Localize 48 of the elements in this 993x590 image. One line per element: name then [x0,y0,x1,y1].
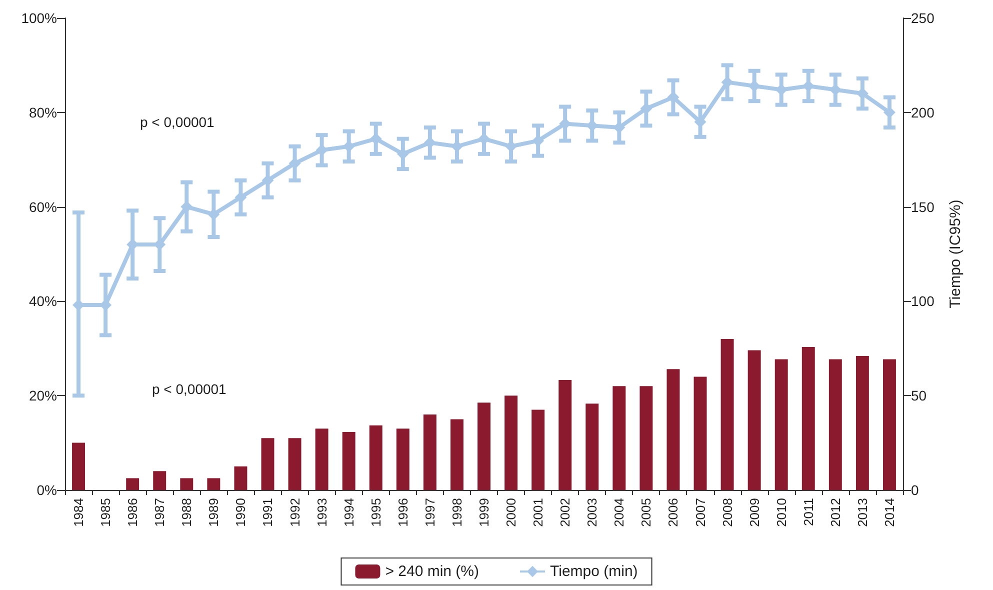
x-tick-label: 2000 [504,498,519,527]
y-tick-label: 0% [36,482,57,498]
y-tick-label: 80% [28,104,57,120]
x-tick-label: 1989 [206,498,222,527]
y2-axis-title: Tiempo (IC95%) [947,200,964,308]
y2-tick-label: 0 [911,482,919,498]
y2-tick-label: 250 [911,10,935,26]
x-tick-label: 2014 [882,498,897,527]
x-tick-label: 2011 [800,498,816,526]
x-tick-label: 2012 [828,498,843,527]
x-tick-label: 1992 [287,498,302,527]
x-tick-label: 1995 [368,498,384,527]
x-tick-label: 2005 [638,498,654,527]
annotation: p < 0,00001 [140,114,215,130]
y-tick-label: 20% [28,388,57,404]
legend-label: > 240 min (%) [385,563,480,580]
x-tick-label: 1991 [260,498,276,527]
x-tick-label: 1997 [422,498,438,527]
x-tick-label: 2008 [720,498,735,527]
x-tick-label: 1999 [476,498,492,527]
x-tick-label: 2007 [692,498,708,527]
x-tick-label: 1994 [341,498,356,527]
x-tick-label: 1984 [71,498,86,527]
annotation: p < 0,00001 [152,381,227,397]
x-tick-label: 1993 [314,498,330,527]
legend-label: Tiempo (min) [550,563,638,580]
x-tick-label: 1988 [179,498,194,527]
x-tick-label: 2013 [854,498,870,527]
y2-tick-label: 100 [911,293,935,310]
y-tick-label: 40% [28,293,57,310]
x-tick-label: 2004 [612,498,627,527]
y-tick-label: 100% [21,10,57,26]
x-tick-label: 2003 [584,498,600,527]
x-tick-label: 2010 [774,498,789,527]
x-tick-label: 1986 [125,498,140,527]
x-tick-label: 1987 [152,498,168,527]
x-tick-label: 1990 [233,498,248,527]
x-tick-label: 2006 [666,498,681,527]
x-tick-label: 1985 [98,498,114,527]
y2-tick-label: 200 [911,104,935,120]
x-tick-label: 1996 [395,498,410,527]
x-tick-label: 2002 [558,498,573,527]
y-tick-label: 60% [28,198,57,215]
x-tick-label: 2001 [530,498,546,527]
x-tick-label: 1998 [449,498,464,527]
y2-tick-label: 50 [911,388,927,404]
x-tick-label: 2009 [746,498,762,527]
y2-tick-label: 150 [911,198,935,215]
